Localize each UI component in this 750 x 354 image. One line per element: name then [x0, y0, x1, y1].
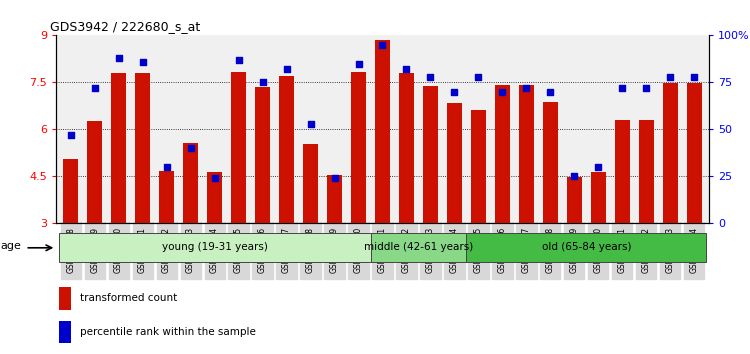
Text: percentile rank within the sample: percentile rank within the sample [80, 327, 255, 337]
Point [640, 85, 652, 91]
FancyBboxPatch shape [370, 234, 466, 262]
Point [160, 164, 172, 170]
Bar [687, 83, 701, 223]
Bar [303, 144, 318, 223]
Bar [136, 73, 150, 223]
Bar [375, 40, 390, 223]
FancyBboxPatch shape [58, 234, 370, 262]
Point [424, 74, 436, 80]
Point [664, 74, 676, 80]
Text: GDS3942 / 222680_s_at: GDS3942 / 222680_s_at [50, 20, 200, 33]
Point [520, 85, 532, 91]
Bar [279, 76, 294, 223]
FancyBboxPatch shape [466, 234, 706, 262]
Bar [351, 72, 366, 223]
Point [64, 132, 76, 138]
Bar [88, 121, 102, 223]
Bar [160, 171, 174, 223]
Bar [231, 72, 246, 223]
Bar [64, 159, 78, 223]
Point [688, 74, 700, 80]
Point [472, 74, 484, 80]
Bar [59, 321, 71, 343]
Point [496, 89, 508, 95]
Bar [399, 73, 414, 223]
Point [352, 61, 364, 67]
Bar [471, 110, 486, 223]
Point [544, 89, 556, 95]
Text: middle (42-61 years): middle (42-61 years) [364, 242, 473, 252]
Point [400, 66, 412, 72]
Bar [567, 177, 581, 223]
Point [136, 59, 148, 64]
Bar [615, 120, 629, 223]
Point [304, 121, 316, 126]
Bar [495, 85, 510, 223]
Point [88, 85, 101, 91]
Text: old (65-84 years): old (65-84 years) [542, 242, 632, 252]
Point [328, 175, 340, 181]
Point [616, 85, 628, 91]
Point [376, 42, 388, 48]
Point [209, 175, 220, 181]
Text: young (19-31 years): young (19-31 years) [162, 242, 268, 252]
Text: transformed count: transformed count [80, 293, 177, 303]
Bar [423, 86, 438, 223]
Point [112, 55, 125, 61]
Point [256, 80, 268, 85]
Bar [208, 172, 222, 223]
Bar [59, 287, 71, 309]
Bar [327, 176, 342, 223]
Bar [639, 120, 653, 223]
Point [568, 173, 580, 179]
Bar [543, 102, 557, 223]
Bar [112, 73, 126, 223]
Point [592, 164, 604, 170]
Point [184, 145, 196, 151]
Point [280, 66, 292, 72]
Text: age: age [1, 241, 22, 251]
Bar [591, 172, 605, 223]
Bar [519, 85, 534, 223]
Point [448, 89, 460, 95]
Bar [663, 83, 677, 223]
Point [232, 57, 244, 63]
Bar [255, 87, 270, 223]
Bar [184, 143, 198, 223]
Bar [447, 103, 462, 223]
